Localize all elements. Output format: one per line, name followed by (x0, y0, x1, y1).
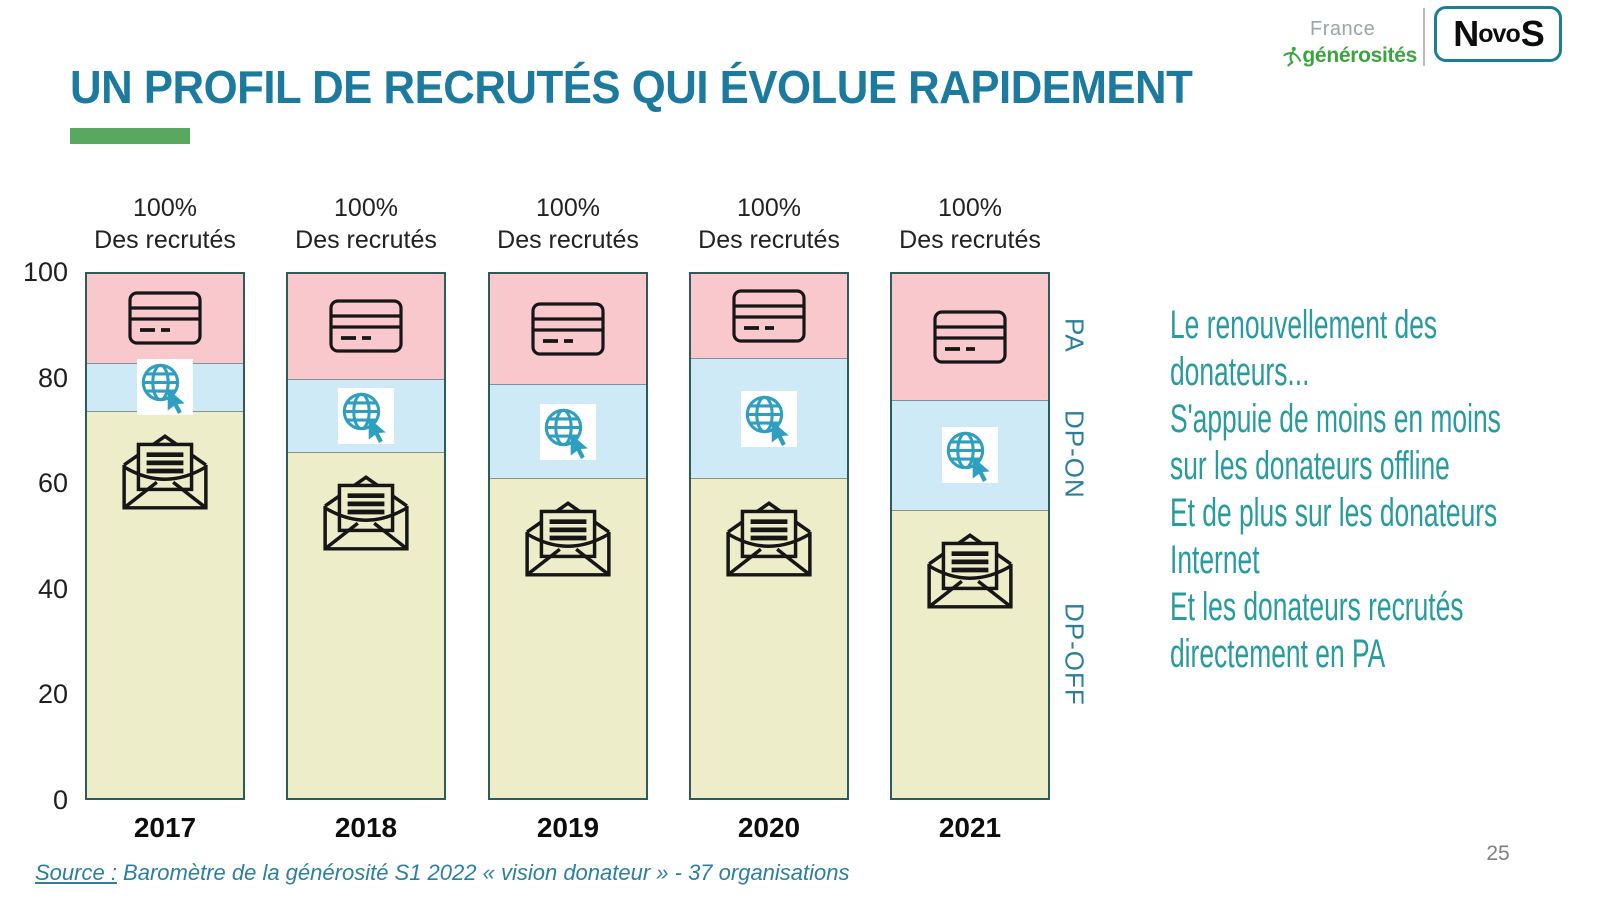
globe-icon-background (741, 390, 797, 447)
globe-click-icon (141, 364, 185, 415)
x-axis-category-label: 2018 (334, 812, 398, 843)
y-axis-tick-label: 20 (37, 679, 68, 710)
logo-text-generosites: générosités (1302, 44, 1417, 67)
open-envelope-icon (726, 501, 812, 577)
segment-pa (691, 274, 847, 358)
y-axis-tick-label: 60 (37, 468, 68, 499)
bar-total-label-line2: Des recrutés (94, 226, 236, 254)
open-envelope-icon (323, 475, 409, 551)
segment-pa (288, 274, 444, 379)
segment-dp-on (691, 357, 847, 479)
credit-card-icon (128, 291, 202, 346)
series-label-pa: PA (1059, 317, 1090, 353)
novos-letters-ovo: ovo (1478, 19, 1520, 48)
open-envelope-icon (927, 532, 1013, 609)
y-axis-tick-label: 100 (22, 257, 68, 287)
bar-total-label-line1: 100% (737, 194, 801, 222)
page-title: UN PROFIL DE RECRUTÉS QUI ÉVOLUE RAPIDEM… (70, 61, 1193, 113)
segment-dp-off (87, 410, 243, 798)
title-accent-bar (70, 128, 190, 144)
bar-2020 (689, 272, 849, 800)
source-label: Source : (35, 860, 117, 885)
segment-dp-off (490, 478, 646, 798)
credit-card-icon (531, 302, 605, 356)
source-text: Baromètre de la générosité S1 2022 « vis… (116, 860, 850, 885)
novos-letter-s: S (1520, 13, 1545, 54)
open-envelope-icon (122, 433, 208, 510)
novos-letter-n: N (1453, 13, 1479, 54)
bar-total-label-line1: 100% (334, 194, 398, 222)
x-axis-category-label: 2019 (536, 812, 600, 843)
y-axis-tick-label: 0 (52, 785, 68, 815)
france-generosites-logo: France générosités (1282, 18, 1417, 70)
source-line: Source : Baromètre de la générosité S1 2… (35, 860, 850, 886)
annotation-line: Le renouvellement des (1170, 303, 1438, 347)
y-axis-tick-label: 80 (37, 362, 68, 393)
bar-2017 (85, 272, 245, 800)
bar-2019 (488, 272, 648, 800)
annotation-line: S'appuie de moins en moins (1170, 397, 1501, 441)
credit-card-icon (933, 310, 1007, 364)
bar-total-label: 100% Des recrutés (870, 192, 1070, 256)
running-person-icon (1283, 46, 1302, 67)
segment-pa (87, 274, 243, 363)
bar-total-label-line2: Des recrutés (899, 226, 1041, 254)
globe-icon-background (137, 359, 193, 416)
series-label-dp-on: DP-ON (1059, 409, 1090, 499)
bar-total-label-line2: Des recrutés (497, 226, 639, 254)
annotation-line: sur les donateurs offline (1170, 444, 1450, 488)
bar-total-label: 100% Des recrutés (669, 192, 869, 256)
globe-click-icon (745, 395, 789, 446)
x-axis-category-label: 2021 (938, 812, 1002, 843)
bar-total-label-line2: Des recrutés (698, 226, 840, 254)
bar-2021 (890, 272, 1050, 800)
logo-text-france: France (1310, 18, 1376, 40)
bar-2018 (286, 272, 446, 800)
segment-dp-on (288, 378, 444, 453)
x-axis-category-label: 2020 (737, 812, 801, 843)
bar-total-label-line2: Des recrutés (295, 226, 437, 254)
globe-click-icon (342, 392, 386, 443)
page-number: 25 (1486, 842, 1510, 865)
globe-icon-background (942, 427, 998, 484)
globe-icon-background (540, 403, 596, 460)
credit-card-icon (732, 289, 806, 343)
annotation-line: Et de plus sur les donateurs (1170, 491, 1498, 535)
segment-dp-on (490, 384, 646, 479)
bar-total-label-line1: 100% (938, 194, 1002, 222)
series-label-dp-off: DP-OFF (1059, 603, 1090, 707)
annotation-line: Internet (1170, 538, 1260, 582)
globe-click-icon (946, 432, 990, 483)
annotation-line: Et les donateurs recrutés (1170, 585, 1464, 629)
segment-dp-on (892, 399, 1048, 510)
bar-total-label: 100% Des recrutés (266, 192, 466, 256)
y-axis-tick-label: 40 (37, 573, 68, 604)
segment-dp-off (691, 478, 847, 798)
credit-card-icon (329, 299, 403, 353)
segment-pa (892, 274, 1048, 400)
bar-total-label: 100% Des recrutés (65, 192, 265, 256)
x-axis-category-label: 2017 (133, 812, 197, 843)
annotation-text-block: Le renouvellement des donateurs... S'appui… (1170, 302, 1540, 678)
globe-icon-background (338, 387, 394, 444)
bar-total-label-line1: 100% (133, 194, 197, 222)
open-envelope-icon (525, 501, 611, 577)
segment-pa (490, 274, 646, 385)
globe-click-icon (544, 408, 588, 459)
segment-dp-on (87, 359, 243, 416)
segment-dp-off (892, 509, 1048, 798)
logo-divider (1423, 8, 1425, 66)
annotation-line: donateurs... (1170, 350, 1310, 394)
bar-total-label-line1: 100% (536, 194, 600, 222)
segment-dp-off (288, 452, 444, 798)
annotation-line: directement en PA (1170, 632, 1386, 676)
bar-total-label: 100% Des recrutés (468, 192, 668, 256)
